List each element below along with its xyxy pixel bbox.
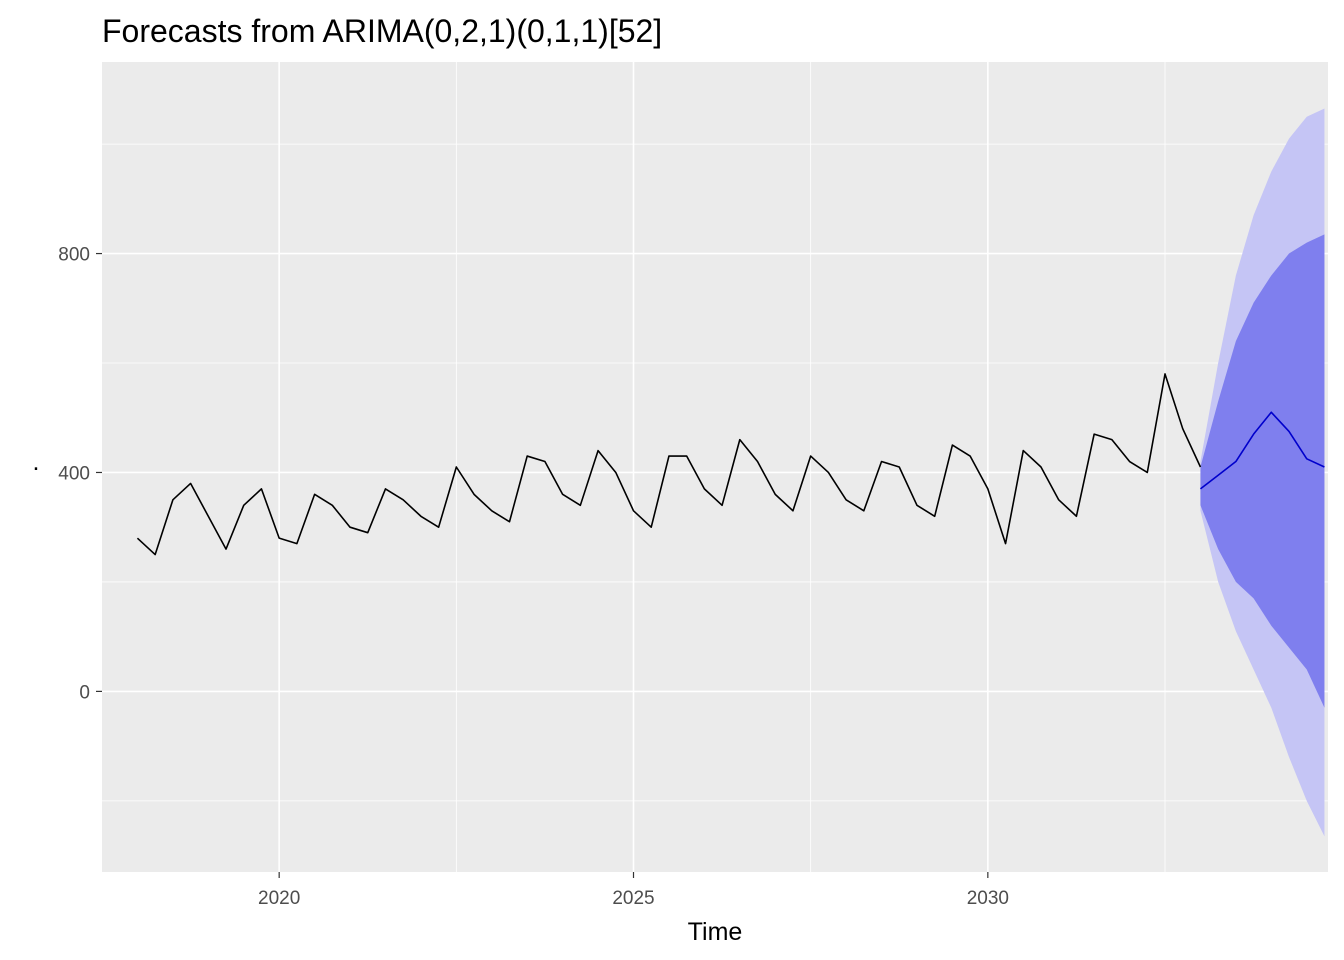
x-axis-title: Time	[688, 918, 743, 946]
band-80-interval	[1200, 234, 1325, 708]
minor-gridlines	[102, 62, 1328, 872]
y-axis-title: .	[33, 448, 40, 476]
prediction-intervals	[1200, 108, 1325, 837]
y-axis: 0 400 800	[58, 245, 102, 703]
major-gridlines	[102, 62, 1328, 872]
x-axis: 2020 2025 2030	[258, 872, 1009, 909]
line-observed	[136, 373, 1202, 556]
y-tick-label: 800	[58, 245, 90, 266]
plot-panel	[102, 62, 1328, 872]
series-lines	[136, 373, 1325, 556]
x-tick-label: 2020	[258, 888, 300, 909]
x-tick-label: 2030	[967, 888, 1009, 909]
x-tick-label: 2025	[612, 888, 654, 909]
chart-title: Forecasts from ARIMA(0,2,1)(0,1,1)[52]	[102, 13, 662, 49]
y-tick-label: 400	[58, 463, 90, 484]
y-tick-label: 0	[79, 682, 90, 703]
line-forecast-mean	[1199, 411, 1325, 490]
